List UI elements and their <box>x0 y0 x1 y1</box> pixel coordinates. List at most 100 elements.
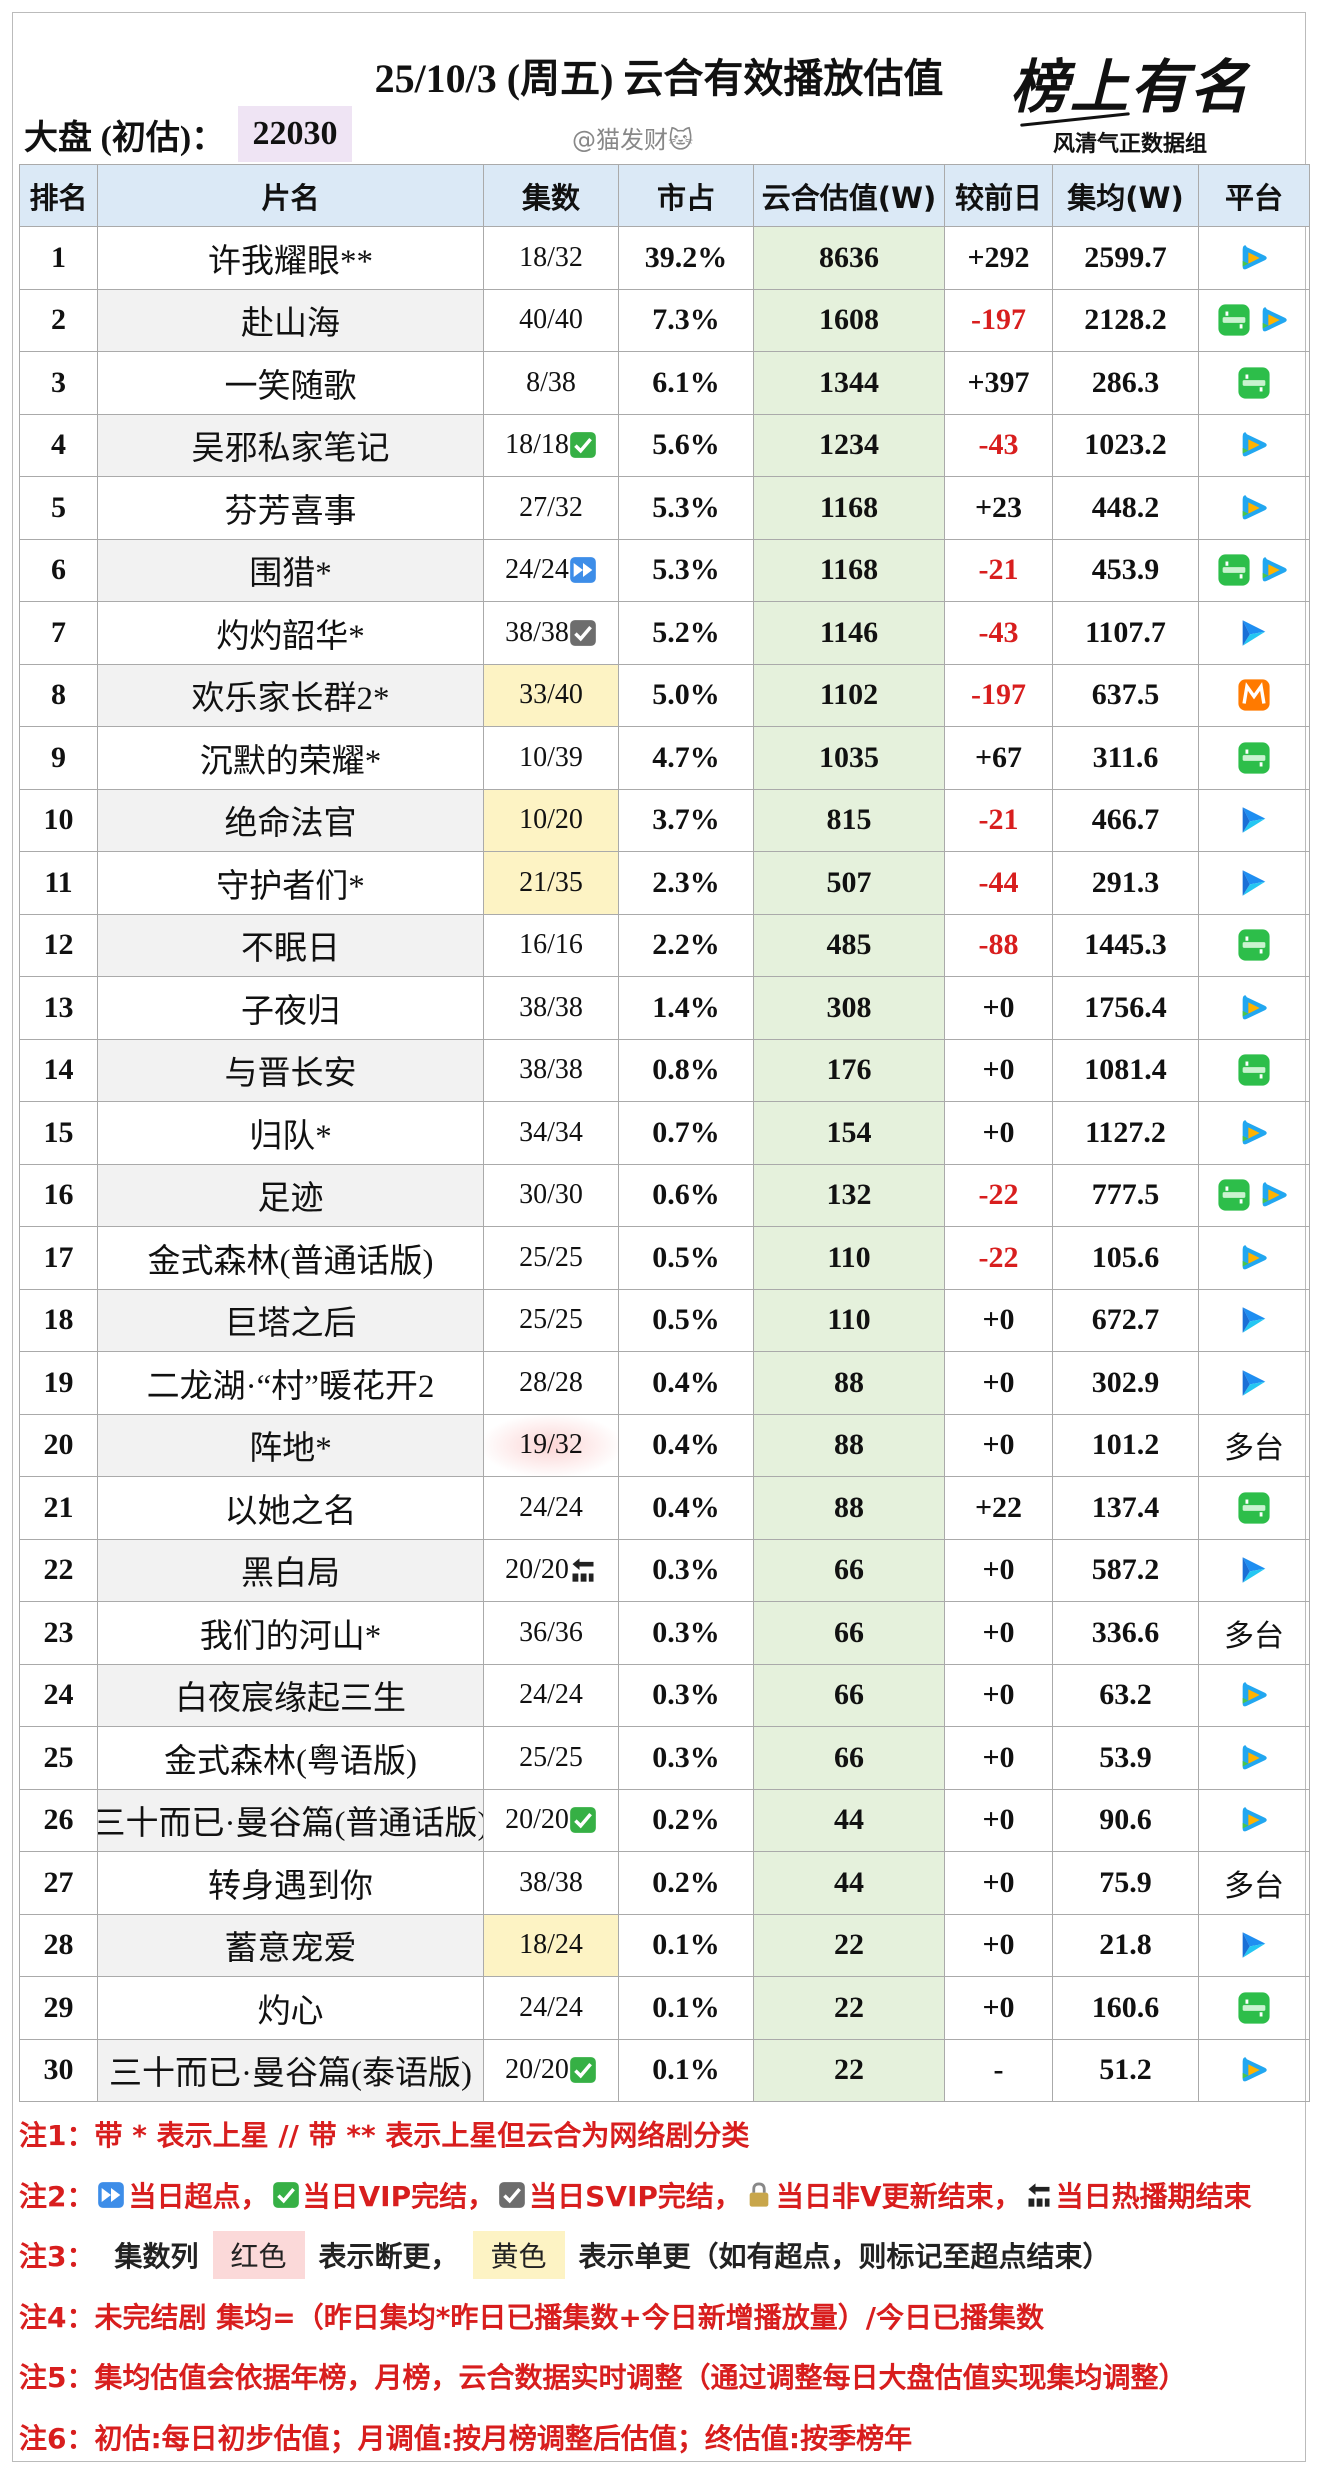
cell-avg: 286.3 <box>1053 352 1199 415</box>
table-row: 30 三十而已·曼谷篇(泰语版) 20/20 0.1% 22 - 51.2 <box>19 2039 1310 2102</box>
cell-episodes: 24/24 <box>484 1664 619 1727</box>
cell-text: 10 <box>43 803 74 837</box>
cell-share: 2.3% <box>619 852 754 915</box>
cell-text: 5.3% <box>652 553 720 587</box>
cell-text: 21 <box>43 1490 74 1524</box>
cell-share: 0.3% <box>619 1539 754 1602</box>
cell-episodes: 38/38 <box>484 977 619 1040</box>
cell-platform <box>1199 1352 1310 1415</box>
cell-episodes: 36/36 <box>484 1602 619 1665</box>
cell-text: +0 <box>982 1303 1015 1337</box>
cell-platform <box>1199 352 1310 415</box>
cell-text: 足迹 <box>257 1181 324 1218</box>
cell-text: 22 <box>834 2053 864 2087</box>
notes: 注1：带 * 表示上星 // 带 ** 表示上星但云合为网络剧分类 注2： 当日超点… <box>19 2104 1310 2467</box>
cell-text: 44 <box>834 1865 864 1899</box>
cell-estimate: 1344 <box>754 352 945 415</box>
cell-avg: 1081.4 <box>1053 1039 1199 1102</box>
cell-share: 0.5% <box>619 1289 754 1352</box>
cell-text: 归队* <box>249 1118 332 1155</box>
cell-platform <box>1199 727 1310 790</box>
cell-text: 66 <box>834 1615 864 1649</box>
table-row: 16 足迹 30/30 0.6% 132 -22 777.5 <box>19 1164 1310 1227</box>
cell-avg: 1445.3 <box>1053 914 1199 977</box>
episodes-text: 25/25 <box>519 1304 583 1336</box>
cell-text: 欢乐家长群2* <box>191 681 390 718</box>
cell-estimate: 1608 <box>754 289 945 352</box>
cell-estimate: 308 <box>754 977 945 1040</box>
cell-change: -197 <box>945 289 1053 352</box>
cell-avg: 137.4 <box>1053 1477 1199 1540</box>
cell-rank: 24 <box>19 1664 98 1727</box>
cell-text: 0.8% <box>652 1053 720 1087</box>
episodes-text: 24/24 <box>519 1991 583 2023</box>
cell-text: 8 <box>51 678 66 712</box>
platform-icon <box>1242 432 1267 457</box>
cell-avg: 672.7 <box>1053 1289 1199 1352</box>
cell-name: 蓄意宠爱 <box>98 1914 484 1977</box>
note-text: 未完结剧 集均=（昨日集均*昨日已播集数+今日新增播放量）/今日已播集数 <box>94 2300 1045 2334</box>
cell-text: 19 <box>43 1365 74 1399</box>
cell-name: 守护者们* <box>98 852 484 915</box>
platform-icon <box>1238 1992 1270 2024</box>
cell-text: 17 <box>43 1240 74 1274</box>
table-row: 27 转身遇到你 38/38 0.2% 44 +0 75.9 多台 <box>19 1852 1310 1915</box>
table-row: 20 阵地* 19/32 0.4% 88 +0 101.2 多台 <box>19 1414 1310 1477</box>
cell-text: 阵地* <box>249 1431 332 1468</box>
cell-text: 22 <box>834 1990 864 2024</box>
cell-text: 0.2% <box>652 1865 720 1899</box>
cell-text: 5.6% <box>652 428 720 462</box>
badge-end <box>1028 2183 1050 2207</box>
cell-estimate: 66 <box>754 1539 945 1602</box>
cell-change: - <box>945 2039 1053 2102</box>
cell-rank: 15 <box>19 1102 98 1165</box>
episodes-text: 18/32 <box>519 241 583 273</box>
cell-text: 63.2 <box>1099 1678 1152 1712</box>
cell-platform <box>1199 1789 1310 1852</box>
note-label: 注2： <box>19 2179 95 2213</box>
cell-text: -43 <box>978 428 1019 462</box>
cell-episodes: 25/25 <box>484 1727 619 1790</box>
platform-icon <box>1242 1932 1266 1958</box>
cell-avg: 51.2 <box>1053 2039 1199 2102</box>
cell-avg: 160.6 <box>1053 1977 1199 2040</box>
cell-text: 1608 <box>819 303 879 337</box>
cell-name: 归队* <box>98 1102 484 1165</box>
cell-platform <box>1199 227 1310 290</box>
cell-text: 286.3 <box>1091 365 1160 399</box>
cell-text: +22 <box>974 1490 1023 1524</box>
episodes-text: 28/28 <box>519 1366 583 1398</box>
cell-platform <box>1199 414 1310 477</box>
cell-text: +0 <box>982 1740 1015 1774</box>
cell-text: 22 <box>43 1553 74 1587</box>
episodes-text: 19/32 <box>519 1429 583 1461</box>
column-header: 排名 <box>19 164 98 227</box>
cell-text: 5.2% <box>652 615 720 649</box>
cell-change: +0 <box>945 1289 1053 1352</box>
note-text: 带 * 表示上星 // 带 ** 表示上星但云合为网络剧分类 <box>94 2119 750 2153</box>
cell-text: +0 <box>982 1115 1015 1149</box>
badge-svip <box>499 2181 525 2208</box>
cell-avg: 336.6 <box>1053 1602 1199 1665</box>
cell-episodes: 20/20 <box>484 1789 619 1852</box>
cell-avg: 1756.4 <box>1053 977 1199 1040</box>
cell-platform: 多台 <box>1199 1852 1310 1915</box>
platform-icon <box>1238 1492 1270 1524</box>
table-row: 24 白夜宸缘起三生 24/24 0.3% 66 +0 63.2 <box>19 1664 1310 1727</box>
cell-name: 灼心 <box>98 1977 484 2040</box>
cell-share: 4.7% <box>619 727 754 790</box>
cell-estimate: 1102 <box>754 664 945 727</box>
cell-name: 足迹 <box>98 1164 484 1227</box>
table-row: 11 守护者们* 21/35 2.3% 507 -44 291.3 <box>19 852 1310 915</box>
cell-text: 0.1% <box>652 2053 720 2087</box>
platform-icon <box>1242 1307 1266 1333</box>
cell-episodes: 40/40 <box>484 289 619 352</box>
cell-text: 1445.3 <box>1084 928 1167 962</box>
cell-change: +0 <box>945 1039 1053 1102</box>
logo-subtitle: 风清气正数据组 <box>1052 132 1207 157</box>
cell-avg: 1127.2 <box>1053 1102 1199 1165</box>
cell-text: +23 <box>974 490 1023 524</box>
episodes-text: 24/24 <box>519 1679 583 1711</box>
cell-text: 66 <box>834 1553 864 1587</box>
cell-platform <box>1199 477 1310 540</box>
